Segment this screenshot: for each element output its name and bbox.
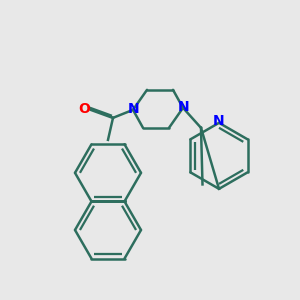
- Text: N: N: [213, 114, 225, 128]
- Text: O: O: [78, 102, 90, 116]
- Text: N: N: [128, 102, 140, 116]
- Text: N: N: [178, 100, 190, 114]
